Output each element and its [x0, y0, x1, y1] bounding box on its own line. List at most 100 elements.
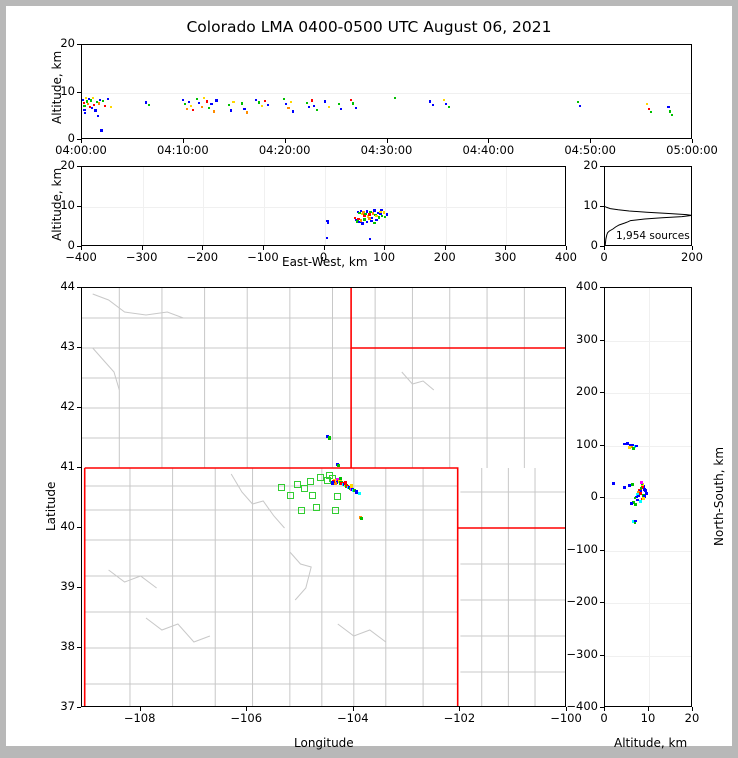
eastwest-xlabel: East-West, km: [282, 255, 368, 269]
lma-source-point: [623, 486, 627, 489]
northsouth-ylabel: North-South, km: [712, 446, 726, 546]
lma-source-point: [203, 97, 206, 100]
lma-source-point: [645, 492, 649, 496]
lma-source-point: [371, 212, 375, 215]
gridline-vertical: [649, 288, 650, 706]
gridline-horizontal: [605, 445, 691, 447]
lma-source-point: [205, 100, 208, 103]
altitude-histogram-panel[interactable]: [604, 166, 692, 246]
ns-xtick-mark: [604, 707, 605, 711]
lma-source-point: [629, 444, 632, 447]
time-xtick-mark: [182, 139, 184, 143]
figure-canvas: Colorado LMA 0400-0500 UTC August 06, 20…: [6, 6, 732, 750]
map-xtick-mark: [352, 707, 354, 711]
lma-source-point: [647, 107, 651, 110]
county-line: [92, 293, 184, 319]
lma-source-point: [642, 497, 646, 500]
ns-xtick-20: 20: [684, 711, 700, 725]
lma-source-point: [198, 101, 201, 105]
lma-source-point: [634, 519, 638, 523]
lma-source-point: [353, 216, 357, 220]
lma-source-point: [359, 209, 363, 213]
time-xtick-1: 04:10:00: [157, 143, 209, 157]
ew-xtick-mark: [81, 246, 82, 250]
lma-source-point: [369, 210, 372, 214]
lma-source-point: [363, 214, 366, 217]
map-xtick-mark: [566, 707, 567, 711]
ew-xtick-0: 0: [319, 250, 328, 264]
ns-ytick--100: −100: [566, 541, 598, 556]
map-ytick-41: 41: [60, 459, 75, 473]
lma-source-point: [357, 217, 360, 221]
lma-source-point: [442, 98, 445, 101]
lma-source-point: [93, 103, 96, 106]
lma-station-marker: [334, 493, 342, 501]
lma-source-point: [376, 211, 380, 215]
lma-source-point: [90, 106, 93, 109]
eastwest-altitude-panel[interactable]: [81, 166, 566, 246]
lma-source-point: [612, 481, 616, 485]
time-xtick-mark: [590, 139, 592, 143]
time-xtick-mark: [284, 139, 286, 143]
county-line: [337, 623, 387, 643]
lma-station-marker: [294, 481, 302, 489]
lma-source-point: [431, 103, 434, 106]
lma-source-point: [354, 218, 358, 222]
lma-source-point: [353, 489, 357, 493]
lma-source-point: [243, 108, 246, 111]
ew-xtick--400: −400: [65, 250, 97, 264]
lma-source-point: [360, 516, 364, 520]
hist-xtick-0: 0: [600, 250, 608, 264]
ew-ytick-20: 20: [60, 158, 75, 172]
northsouth-xlabel: Altitude, km: [614, 736, 688, 750]
map-xlabel: Longitude: [294, 736, 354, 750]
map-ytick-39: 39: [60, 579, 75, 593]
lma-source-point: [334, 482, 338, 486]
time-xtick-0: 04:00:00: [55, 143, 107, 157]
lma-source-point: [365, 210, 369, 213]
map-xtick-mark: [139, 707, 141, 711]
lma-source-point: [354, 490, 359, 494]
time-ytick-mark: [77, 91, 81, 93]
lma-source-point: [372, 221, 376, 225]
lma-source-point: [638, 490, 642, 494]
state-border-colorado: [83, 467, 459, 706]
ew-xtick--200: −200: [186, 250, 219, 264]
lma-source-point: [578, 104, 582, 107]
gridline-horizontal: [605, 655, 691, 657]
lma-source-point: [308, 106, 311, 109]
lma-source-point: [88, 98, 91, 101]
gridline-horizontal: [82, 92, 691, 94]
lma-source-point: [192, 108, 195, 111]
map-ytick-42: 42: [60, 399, 75, 413]
lma-source-point: [355, 220, 359, 223]
lma-source-point: [325, 435, 329, 439]
lma-source-point: [633, 445, 637, 448]
lma-source-point: [91, 96, 95, 99]
lma-source-point: [305, 101, 308, 105]
time-ytick-20: 20: [60, 36, 75, 50]
ns-ytick-mark: [600, 549, 604, 551]
lma-source-point: [358, 515, 362, 519]
gridline-horizontal: [605, 393, 691, 394]
map-panel[interactable]: [81, 287, 566, 707]
ew-ytick-10: 10: [60, 198, 75, 212]
lma-source-point: [344, 481, 348, 485]
ns-ytick-0: 0: [590, 489, 598, 503]
hist-ytick-10: 10: [583, 198, 598, 212]
lma-source-point: [352, 102, 355, 105]
lma-source-point: [255, 98, 258, 101]
time-ytick-mark: [77, 139, 81, 140]
gridline-horizontal: [605, 340, 691, 342]
lma-source-point: [215, 99, 218, 102]
ew-xtick-400: 400: [555, 250, 577, 264]
lma-station-marker: [316, 473, 324, 481]
time-altitude-panel[interactable]: [81, 44, 692, 139]
altitude-northsouth-panel[interactable]: [604, 287, 692, 707]
lma-source-point: [100, 129, 103, 132]
lma-source-point: [368, 237, 372, 241]
lma-source-point: [633, 496, 637, 500]
county-line: [401, 371, 435, 391]
lma-source-point: [365, 220, 369, 224]
lma-source-point: [378, 212, 382, 216]
